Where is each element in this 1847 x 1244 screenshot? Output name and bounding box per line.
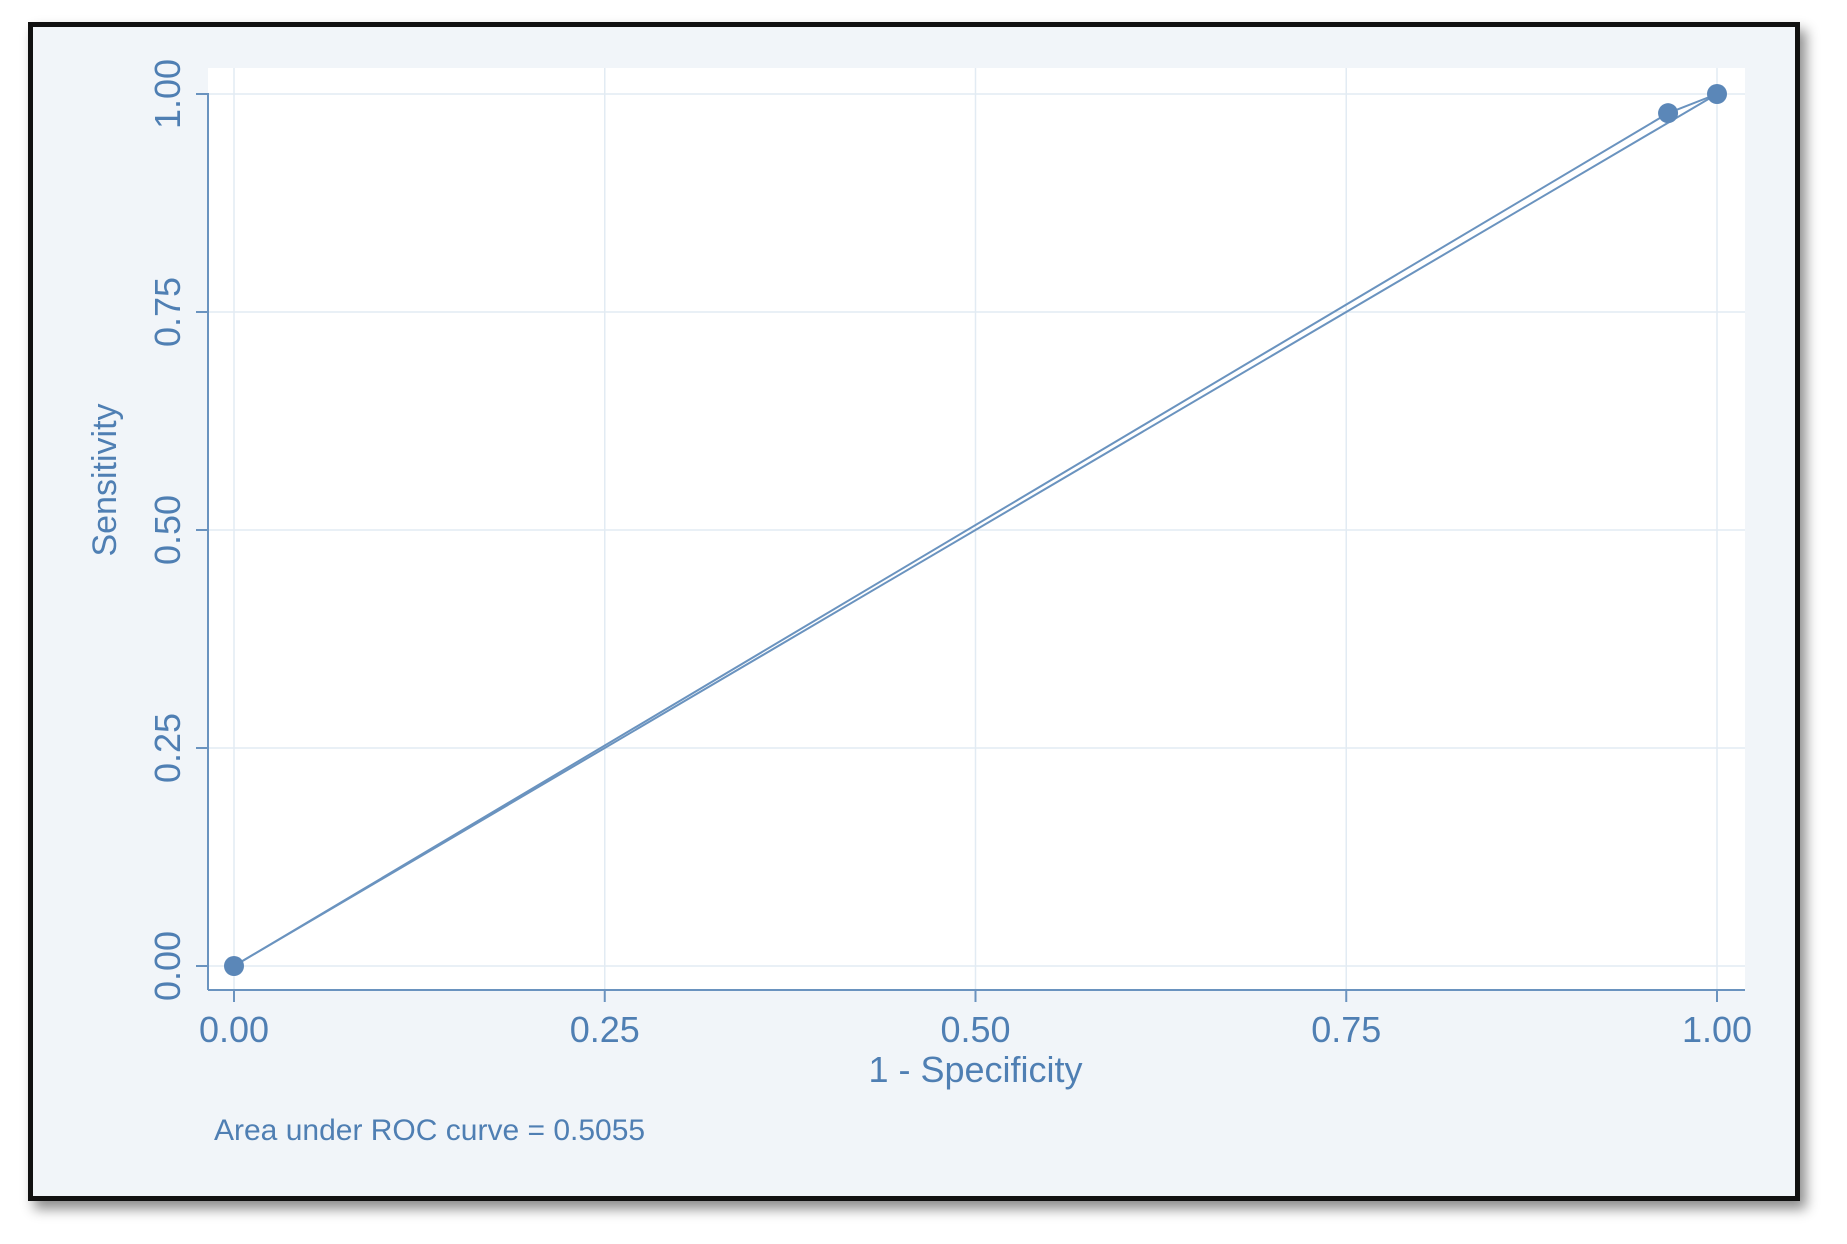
y-tick-label-1: 0.25 bbox=[147, 713, 188, 783]
x-axis-label: 1 - Specificity bbox=[868, 1049, 1082, 1090]
series-group bbox=[224, 84, 1727, 976]
x-tick-label-4: 1.00 bbox=[1682, 1009, 1752, 1050]
y-tick-label-3: 0.75 bbox=[147, 277, 188, 347]
data-point-0-1 bbox=[1658, 103, 1679, 124]
y-tick-label-0: 0.00 bbox=[147, 931, 188, 1001]
y-tick-label-4: 1.00 bbox=[147, 59, 188, 129]
x-tick-label-1: 0.25 bbox=[570, 1009, 640, 1050]
y-tick-label-2: 0.50 bbox=[147, 495, 188, 565]
x-tick-label-3: 0.75 bbox=[1311, 1009, 1381, 1050]
x-tick-label-0: 0.00 bbox=[199, 1009, 269, 1050]
data-point-0-0 bbox=[224, 956, 244, 976]
y-axis-label: Sensitivity bbox=[86, 403, 124, 556]
auc-annotation: Area under ROC curve = 0.5055 bbox=[214, 1114, 645, 1147]
x-tick-label-2: 0.50 bbox=[940, 1009, 1010, 1050]
series-line-1 bbox=[233, 93, 1718, 967]
data-point-0-2 bbox=[1707, 84, 1727, 104]
tick-labels: 0.00 0.25 0.50 0.75 1.00 0.00 0.25 0.50 0.75 1.00 bbox=[147, 59, 1752, 1050]
